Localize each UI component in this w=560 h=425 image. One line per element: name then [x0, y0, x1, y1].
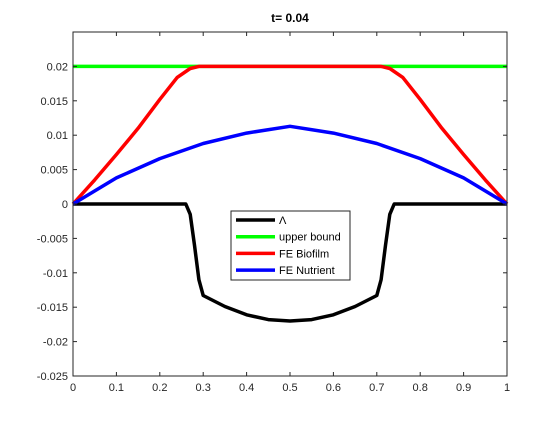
- series-line-0: [73, 202, 507, 323]
- y-tick-label: 0: [62, 199, 68, 211]
- x-tick-label: 0.1: [109, 382, 124, 394]
- series-line-3: [72, 124, 508, 206]
- x-tick-label: 1: [504, 382, 510, 394]
- x-tick-label: 0.2: [152, 382, 167, 394]
- x-tick-label: 0.6: [326, 382, 341, 394]
- x-tick-label: 0.4: [239, 382, 254, 394]
- x-tick-label: 0.7: [369, 382, 384, 394]
- series-line-2: [71, 64, 509, 206]
- legend-entry: FE Biofilm: [279, 248, 329, 260]
- y-tick-label: -0.015: [37, 302, 68, 314]
- chart-title: t= 0.04: [271, 11, 309, 25]
- x-tick-label: 0: [70, 382, 76, 394]
- legend-entry: Λ: [279, 215, 287, 227]
- y-tick-label: -0.025: [37, 371, 68, 383]
- plot-area: 0 0.1 0.2 0.3 0.4 0.5 0.6 0.7 0.8 0.9 1 -0.025 -0.02…: [37, 31, 510, 394]
- x-tick-label: 0.3: [196, 382, 211, 394]
- x-tick-label: 0.9: [456, 382, 471, 394]
- y-tick-label: 0.02: [47, 61, 68, 73]
- y-tick-label: -0.005: [37, 233, 68, 245]
- x-tick-label: 0.8: [413, 382, 428, 394]
- x-tick-label: 0.5: [282, 382, 297, 394]
- y-tick-label: 0.01: [47, 130, 68, 142]
- y-tick-label: -0.01: [43, 268, 68, 280]
- legend-entry: upper bound: [279, 232, 341, 244]
- y-tick-label: 0.015: [40, 96, 68, 108]
- y-tick-label: 0.005: [40, 165, 68, 177]
- legend-entry: FE Nutrient: [279, 265, 335, 277]
- y-tick-label: -0.02: [43, 337, 68, 349]
